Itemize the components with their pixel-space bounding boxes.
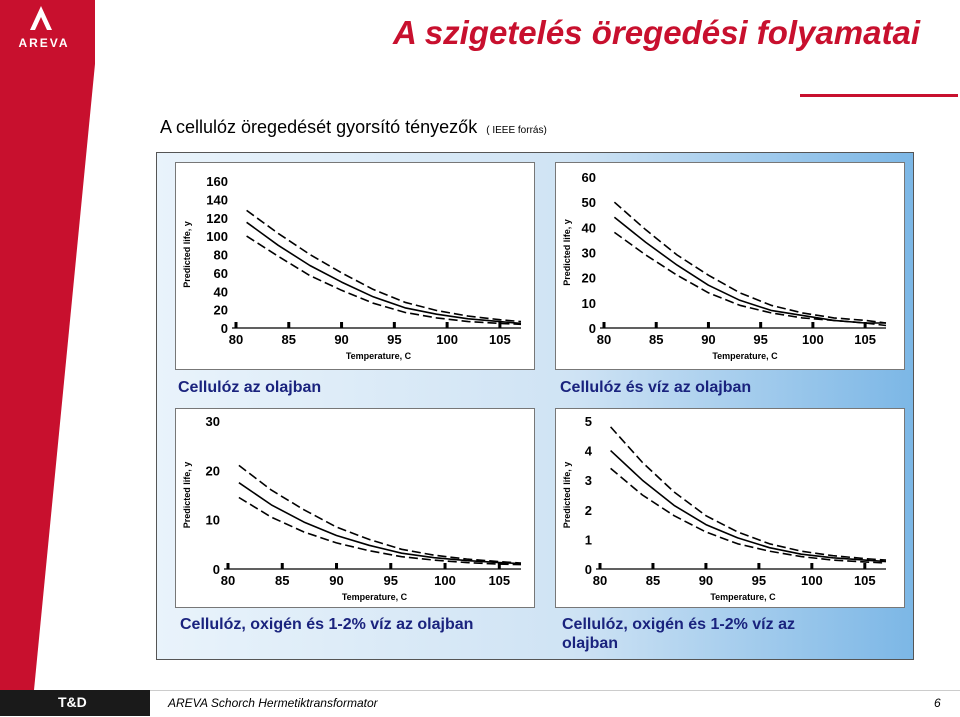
series-line-2 bbox=[613, 216, 886, 324]
subtitle-source: ( IEEE forrás) bbox=[486, 125, 547, 136]
y-tick-label: 10 bbox=[206, 513, 220, 528]
series-line-2 bbox=[246, 221, 522, 325]
series-line-2 bbox=[610, 450, 887, 563]
y-tick-label: 2 bbox=[585, 503, 592, 518]
x-tick-label: 100 bbox=[802, 332, 824, 347]
x-tick-label: 90 bbox=[329, 573, 343, 588]
brand-stripe bbox=[0, 0, 95, 690]
series-line-1 bbox=[613, 201, 887, 324]
x-tick-label: 105 bbox=[488, 573, 510, 588]
x-tick-label: 95 bbox=[387, 332, 401, 347]
caption-chart-1: Cellulóz az olajban bbox=[178, 379, 322, 396]
x-tick-label: 85 bbox=[649, 332, 663, 347]
x-axis-title: Temperature, C bbox=[346, 351, 412, 361]
series-line-3 bbox=[613, 231, 887, 327]
chart-4: 80 85 90 95 100 105 0 1 2 3 4 5 Temperature, C Predic… bbox=[555, 408, 905, 608]
x-tick-label: 95 bbox=[384, 573, 398, 588]
footer bbox=[0, 690, 960, 717]
y-tick-label: 3 bbox=[585, 473, 592, 488]
chart-4-svg: 80 85 90 95 100 105 0 1 2 3 4 5 Temperature, C Predic… bbox=[562, 414, 887, 602]
y-tick-label: 0 bbox=[589, 321, 596, 336]
page-number: 6 bbox=[934, 696, 941, 710]
x-tick-label: 80 bbox=[221, 573, 235, 588]
subtitle-text: A cellulóz öregedését gyorsító tényezők bbox=[160, 117, 478, 137]
y-axis-title: Predicted life, y bbox=[182, 221, 192, 288]
chart-1: 80 85 90 95 100 105 0 20 40 60 80 100 120 140 160 Tempe… bbox=[175, 162, 535, 370]
y-axis-title: Predicted life, y bbox=[562, 219, 572, 286]
series-line-1 bbox=[238, 464, 522, 564]
chart-2: 80 85 90 95 100 105 0 10 20 30 40 50 60 Temperature, … bbox=[555, 162, 905, 370]
footer-text: AREVA Schorch Hermetiktransformator bbox=[168, 696, 378, 710]
x-tick-label: 80 bbox=[229, 332, 243, 347]
x-tick-label: 85 bbox=[275, 573, 289, 588]
y-tick-label: 30 bbox=[206, 414, 220, 429]
y-tick-label: 40 bbox=[214, 284, 228, 299]
y-axis-title: Predicted life, y bbox=[562, 462, 572, 529]
areva-logo-icon bbox=[30, 6, 52, 30]
y-tick-label: 0 bbox=[221, 321, 228, 336]
x-tick-label: 100 bbox=[434, 573, 456, 588]
y-tick-label: 60 bbox=[214, 266, 228, 281]
series-line-1 bbox=[610, 426, 887, 561]
x-axis-title: Temperature, C bbox=[710, 592, 776, 602]
series-line-3 bbox=[246, 235, 522, 326]
y-tick-label: 0 bbox=[585, 562, 592, 577]
x-tick-label: 90 bbox=[701, 332, 715, 347]
y-tick-label: 100 bbox=[206, 229, 228, 244]
x-tick-label: 105 bbox=[854, 573, 876, 588]
y-tick-label: 20 bbox=[582, 271, 596, 286]
y-tick-label: 4 bbox=[585, 444, 593, 459]
series-line-3 bbox=[610, 467, 887, 564]
y-tick-label: 120 bbox=[206, 211, 228, 226]
x-tick-label: 80 bbox=[593, 573, 607, 588]
subtitle: A cellulóz öregedését gyorsító tényezők … bbox=[160, 117, 547, 138]
x-tick-label: 90 bbox=[334, 332, 348, 347]
x-tick-label: 100 bbox=[801, 573, 823, 588]
chart-2-svg: 80 85 90 95 100 105 0 10 20 30 40 50 60 Temperature, … bbox=[562, 170, 887, 361]
y-axis-title: Predicted life, y bbox=[182, 462, 192, 529]
y-tick-label: 160 bbox=[206, 174, 228, 189]
x-tick-label: 90 bbox=[699, 573, 713, 588]
series-line-3 bbox=[238, 496, 522, 566]
chart-1-svg: 80 85 90 95 100 105 0 20 40 60 80 100 120 140 160 Tempe… bbox=[182, 174, 522, 361]
y-tick-label: 40 bbox=[582, 220, 596, 235]
x-tick-label: 80 bbox=[597, 332, 611, 347]
x-tick-label: 85 bbox=[646, 573, 660, 588]
chart-3-svg: 80 85 90 95 100 105 0 10 20 30 Temperature, C Predi… bbox=[182, 414, 522, 602]
x-axis-title: Temperature, C bbox=[342, 592, 408, 602]
series-line-2 bbox=[238, 482, 522, 565]
caption-chart-3: Cellulóz, oxigén és 1-2% víz az olajban bbox=[180, 616, 474, 633]
series-line-1 bbox=[246, 209, 522, 323]
x-tick-label: 95 bbox=[752, 573, 766, 588]
y-tick-label: 80 bbox=[214, 248, 228, 263]
x-axis-title: Temperature, C bbox=[712, 351, 778, 361]
y-tick-label: 0 bbox=[213, 562, 220, 577]
x-tick-label: 105 bbox=[489, 332, 511, 347]
y-tick-label: 10 bbox=[582, 296, 596, 311]
brand-bar: AREVA bbox=[0, 0, 95, 690]
y-tick-label: 30 bbox=[582, 246, 596, 261]
y-tick-label: 50 bbox=[582, 195, 596, 210]
y-tick-label: 20 bbox=[214, 303, 228, 318]
page-title: A szigetelés öregedési folyamatai bbox=[393, 14, 920, 51]
x-tick-label: 100 bbox=[436, 332, 458, 347]
title-rule bbox=[800, 94, 958, 97]
areva-logo-text: AREVA bbox=[18, 36, 70, 50]
footer-badge: T&D bbox=[0, 690, 150, 716]
y-tick-label: 60 bbox=[582, 170, 596, 185]
footer-badge-text: T&D bbox=[58, 694, 87, 710]
x-tick-label: 105 bbox=[854, 332, 876, 347]
x-tick-label: 85 bbox=[282, 332, 296, 347]
x-tick-label: 95 bbox=[753, 332, 767, 347]
y-tick-label: 140 bbox=[206, 192, 228, 207]
y-tick-label: 20 bbox=[206, 463, 220, 478]
y-tick-label: 5 bbox=[585, 414, 592, 429]
y-tick-label: 1 bbox=[585, 532, 592, 547]
caption-chart-4: Cellulóz, oxigén és 1-2% víz az olajban bbox=[562, 616, 795, 652]
chart-3: 80 85 90 95 100 105 0 10 20 30 Temperature, C Predi… bbox=[175, 408, 535, 608]
caption-chart-2: Cellulóz és víz az olajban bbox=[560, 379, 752, 396]
